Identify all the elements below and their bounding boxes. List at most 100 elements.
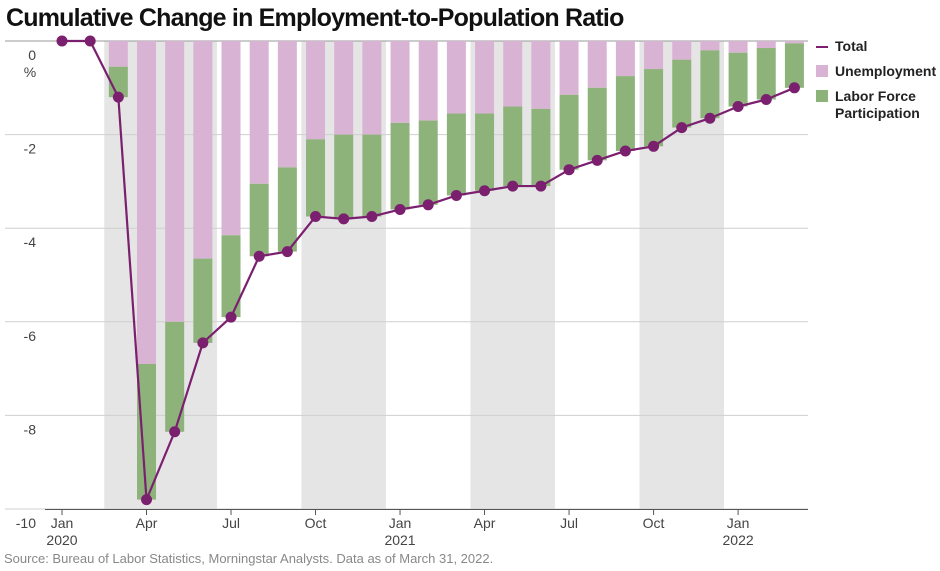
y-unit: % [24, 64, 36, 80]
x-year-label: 2022 [723, 532, 754, 548]
legend-item: Labor Force Participation [816, 88, 936, 122]
x-year-label: 2021 [384, 532, 415, 548]
bar [559, 94, 579, 170]
point [141, 494, 153, 506]
bar [756, 41, 776, 49]
bar [446, 41, 466, 114]
bar [165, 321, 185, 432]
bar [418, 120, 438, 205]
source-note: Source: Bureau of Labor Statistics, Morn… [4, 551, 493, 566]
point [394, 203, 406, 215]
y-tick-label: -4 [24, 234, 37, 250]
point [450, 189, 462, 201]
point [479, 185, 491, 197]
bar [700, 41, 720, 51]
bar [644, 41, 664, 70]
point [648, 140, 660, 152]
point [338, 213, 350, 225]
bar [756, 48, 776, 100]
y-tick-label: -10 [16, 515, 36, 531]
bar [475, 113, 495, 191]
legend-swatch [816, 90, 828, 102]
bar [193, 258, 213, 343]
bar [137, 363, 157, 500]
point [310, 211, 322, 222]
chart-title: Cumulative Change in Employment-to-Popul… [6, 4, 624, 32]
bar [784, 43, 804, 88]
point [760, 94, 772, 105]
point [422, 199, 434, 211]
bar [165, 41, 185, 322]
bar [475, 41, 495, 114]
bar [249, 41, 269, 184]
point [535, 180, 547, 192]
bar [587, 87, 607, 161]
legend-label: Labor Force Participation [835, 88, 920, 121]
bar [193, 41, 213, 259]
bar [334, 134, 354, 219]
point [225, 311, 237, 323]
point [366, 211, 378, 222]
bar [728, 41, 748, 53]
bar [615, 41, 635, 77]
bar [531, 108, 551, 187]
legend-swatch [816, 65, 828, 77]
point [591, 154, 603, 166]
x-tick-label: Jul [560, 515, 578, 531]
y-tick-label: -6 [24, 328, 37, 344]
point [676, 122, 688, 134]
bar [334, 41, 354, 135]
point [112, 91, 124, 103]
legend-item: Unemployment [816, 63, 936, 80]
x-year-label: 2020 [46, 532, 77, 548]
bar [390, 41, 410, 123]
bar [249, 183, 269, 257]
x-tick-label: Jan [51, 515, 74, 531]
point [507, 180, 519, 192]
point [197, 337, 209, 349]
legend-swatch [816, 46, 828, 48]
point [253, 250, 265, 262]
point [704, 112, 716, 124]
x-tick-label: Oct [305, 515, 327, 531]
legend-label: Total [835, 38, 868, 54]
x-tick-label: Jan [389, 515, 412, 531]
bar [221, 235, 241, 318]
y-tick-label: -8 [24, 421, 37, 437]
legend: Total Unemployment Labor Force Participati… [816, 38, 936, 130]
bar [784, 41, 804, 44]
bar [503, 106, 523, 187]
point [84, 35, 96, 47]
point [169, 426, 181, 438]
point [56, 35, 68, 47]
point [732, 101, 744, 113]
bar [503, 41, 523, 107]
bar [615, 76, 635, 151]
bar [700, 50, 720, 119]
bar [446, 113, 466, 196]
bar [277, 41, 297, 168]
bar [728, 52, 748, 107]
bar [418, 41, 438, 121]
bar [390, 122, 410, 210]
x-tick-label: Apr [474, 515, 496, 531]
bar [108, 41, 128, 67]
x-tick-label: Jan [727, 515, 750, 531]
x-tick-label: Oct [643, 515, 665, 531]
y-tick-label: 0 [28, 47, 36, 63]
bar [672, 59, 692, 128]
legend-label: Unemployment [835, 63, 937, 79]
bar [587, 41, 607, 88]
bar [672, 41, 692, 60]
bar [559, 41, 579, 95]
bar [362, 41, 382, 135]
bar [137, 41, 157, 364]
point [563, 164, 575, 176]
point [281, 246, 293, 258]
bar [306, 41, 326, 140]
x-tick-label: Jul [222, 515, 240, 531]
point [619, 145, 631, 157]
legend-item: Total [816, 38, 936, 55]
bar [362, 134, 382, 217]
